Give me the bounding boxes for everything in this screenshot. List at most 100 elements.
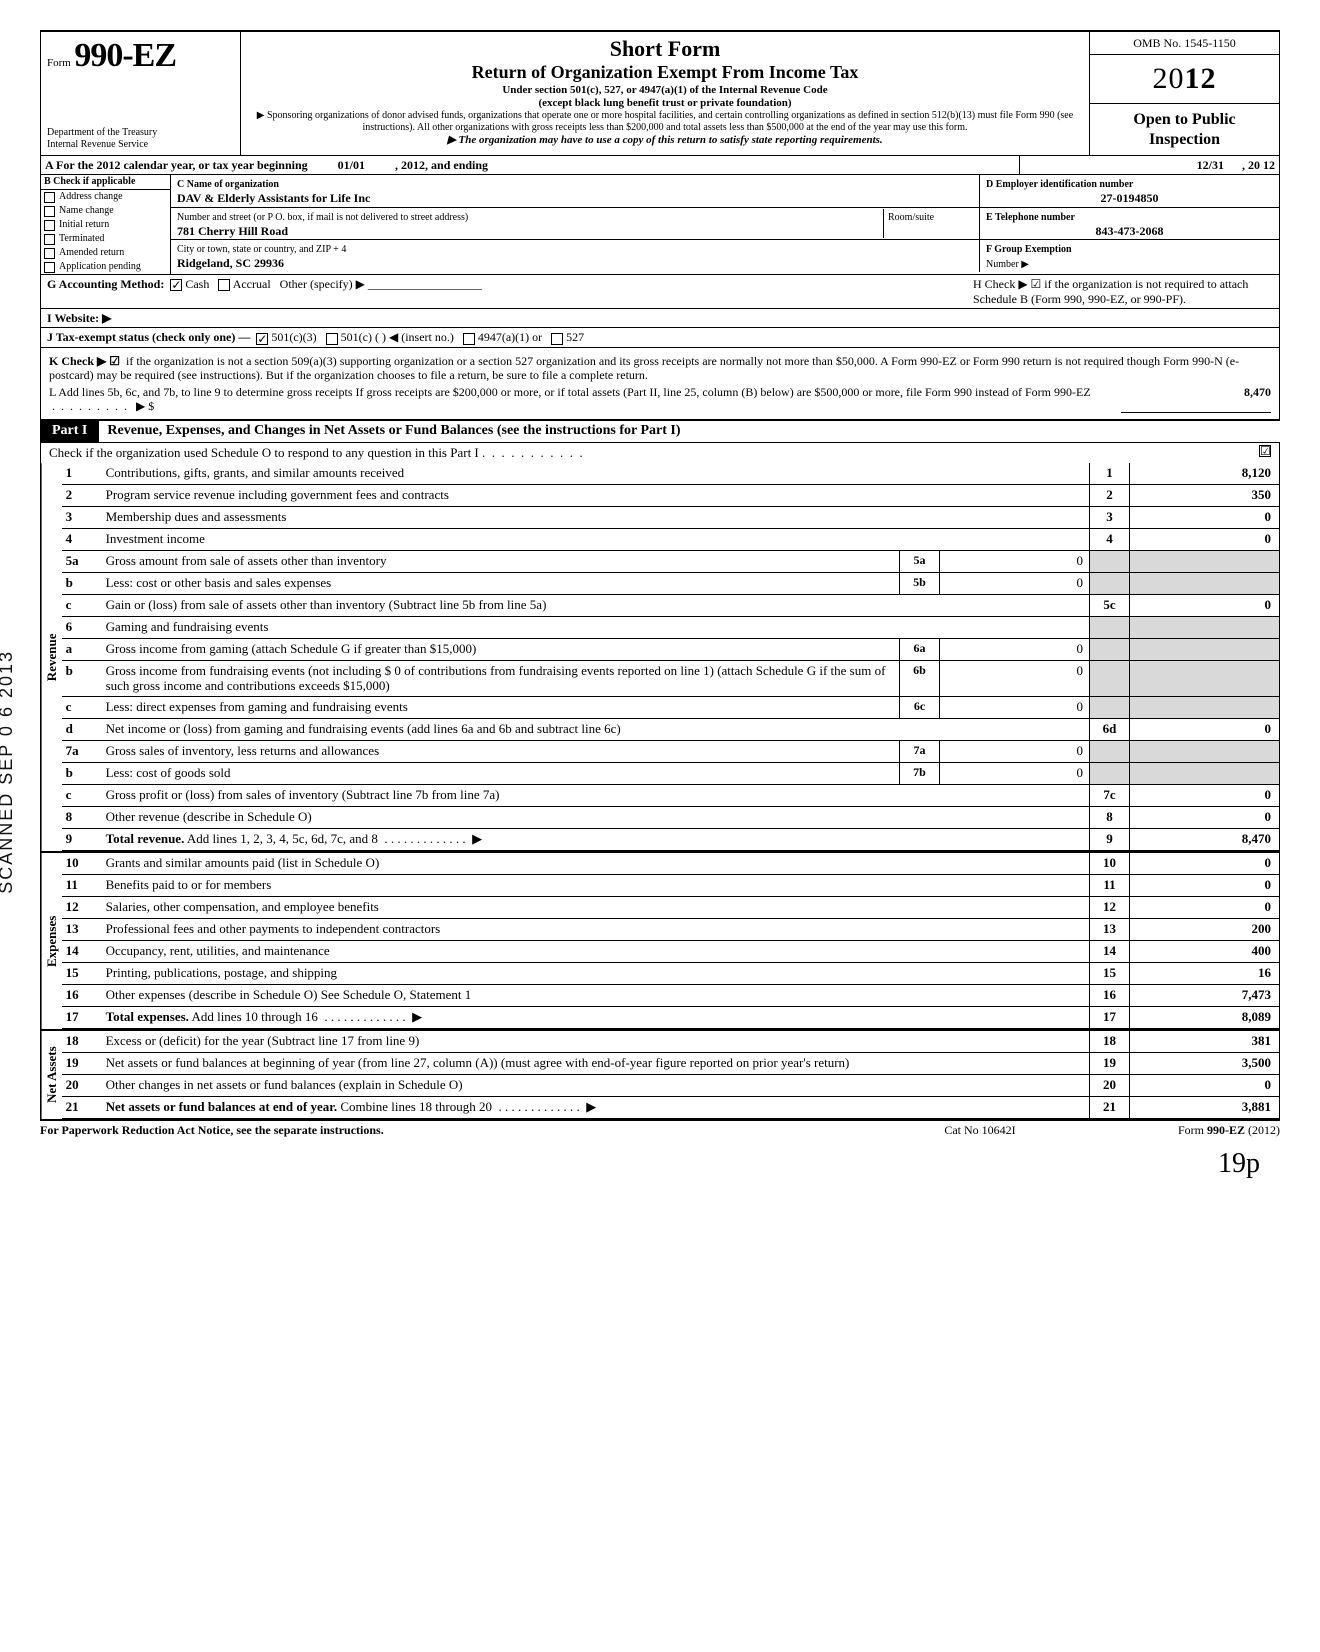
section-label: Expenses	[41, 853, 62, 1029]
phone-value: 843-473-2068	[986, 224, 1273, 238]
line-a-end: 12/31	[1197, 158, 1224, 172]
line-result-number: 8	[1089, 807, 1129, 828]
line-result-number: 12	[1089, 897, 1129, 918]
line-number: c	[62, 785, 102, 806]
section-b-header: B Check if applicable	[41, 175, 170, 190]
line-description: Net income or (loss) from gaming and fun…	[102, 719, 1089, 740]
line-number: 7a	[62, 741, 102, 762]
line-item-row: 3Membership dues and assessments30	[62, 507, 1279, 529]
line-item-row: bGross income from fundraising events (n…	[62, 661, 1279, 697]
line-l-text: L Add lines 5b, 6c, and 7b, to line 9 to…	[49, 385, 1091, 399]
line-number: 5a	[62, 551, 102, 572]
line-result-number: 9	[1089, 829, 1129, 850]
line-h: H Check ▶ ☑ if the organization is not r…	[973, 277, 1273, 306]
line-description: Gross sales of inventory, less returns a…	[102, 741, 899, 762]
subtitle-state: ▶ The organization may have to use a cop…	[247, 134, 1083, 147]
line-description: Gross amount from sale of assets other t…	[102, 551, 899, 572]
line-result-number: 15	[1089, 963, 1129, 984]
ein-value: 27-0194850	[986, 191, 1273, 205]
subtitle-code: Under section 501(c), 527, or 4947(a)(1)…	[247, 84, 1083, 97]
line-l-arrow: ▶ $	[136, 399, 154, 413]
line-description: Salaries, other compensation, and employ…	[102, 897, 1089, 918]
subline-number: 7b	[899, 763, 939, 784]
line-number: 3	[62, 507, 102, 528]
line-description: Membership dues and assessments	[102, 507, 1089, 528]
subline-value: 0	[939, 741, 1089, 762]
part-1-title: Revenue, Expenses, and Changes in Net As…	[99, 421, 1280, 442]
label-ein: D Employer identification number	[986, 179, 1133, 190]
schedule-o-checkline: Check if the organization used Schedule …	[49, 445, 479, 460]
checkbox-4947[interactable]	[463, 333, 475, 345]
line-number: 2	[62, 485, 102, 506]
checkbox-527[interactable]	[551, 333, 563, 345]
shaded-cell	[1129, 551, 1279, 572]
label-accrual: Accrual	[233, 277, 271, 291]
line-number: b	[62, 763, 102, 784]
line-number: 9	[62, 829, 102, 850]
checkbox-accrual[interactable]	[218, 279, 230, 291]
line-item-row: bLess: cost or other basis and sales exp…	[62, 573, 1279, 595]
line-item-row: 1Contributions, gifts, grants, and simil…	[62, 463, 1279, 485]
line-number: 13	[62, 919, 102, 940]
checkbox-cash[interactable]: ✓	[170, 279, 182, 291]
line-item-row: cLess: direct expenses from gaming and f…	[62, 697, 1279, 719]
checkbox-501c3[interactable]: ✓	[256, 333, 268, 345]
line-g: G Accounting Method: ✓ Cash Accrual Othe…	[40, 275, 1280, 309]
line-result-number: 14	[1089, 941, 1129, 962]
line-description: Investment income	[102, 529, 1089, 550]
line-item-row: 2Program service revenue including gover…	[62, 485, 1279, 507]
line-number: 12	[62, 897, 102, 918]
line-result-number: 3	[1089, 507, 1129, 528]
line-result-value: 381	[1129, 1031, 1279, 1052]
part-1-scho-check: Check if the organization used Schedule …	[40, 442, 1280, 463]
line-description: Program service revenue including govern…	[102, 485, 1089, 506]
line-i: I Website: ▶	[40, 309, 1280, 328]
line-result-number: 2	[1089, 485, 1129, 506]
line-number: 15	[62, 963, 102, 984]
line-description: Gain or (loss) from sale of assets other…	[102, 595, 1089, 616]
section-label: Revenue	[41, 463, 62, 851]
label-org-name: C Name of organization	[177, 179, 279, 190]
line-item-row: 5aGross amount from sale of assets other…	[62, 551, 1279, 573]
line-item-row: 16Other expenses (describe in Schedule O…	[62, 985, 1279, 1007]
line-item-row: 4Investment income40	[62, 529, 1279, 551]
checkbox-amended[interactable]	[44, 248, 55, 259]
checkbox-schedule-o[interactable]: ☑	[1259, 445, 1271, 457]
label-group-exempt: F Group Exemption	[986, 244, 1072, 255]
checkbox-501c[interactable]	[326, 333, 338, 345]
subline-value: 0	[939, 697, 1089, 718]
line-item-row: 18Excess or (deficit) for the year (Subt…	[62, 1031, 1279, 1053]
line-number: 21	[62, 1097, 102, 1118]
line-item-row: 21Net assets or fund balances at end of …	[62, 1097, 1279, 1119]
scanned-date-stamp: SCANNED SEP 0 6 2013	[0, 650, 18, 894]
subline-value: 0	[939, 639, 1089, 660]
line-number: 18	[62, 1031, 102, 1052]
line-item-row: 8Other revenue (describe in Schedule O)8…	[62, 807, 1279, 829]
line-number: 6	[62, 617, 102, 638]
footer-form: Form 990-EZ (2012)	[1178, 1123, 1280, 1137]
line-description: Professional fees and other payments to …	[102, 919, 1089, 940]
line-result-value: 0	[1129, 595, 1279, 616]
line-description: Contributions, gifts, grants, and simila…	[102, 463, 1089, 484]
org-name: DAV & Elderly Assistants for Life Inc	[177, 191, 370, 205]
line-item-row: 20Other changes in net assets or fund ba…	[62, 1075, 1279, 1097]
checkbox-application-pending[interactable]	[44, 262, 55, 273]
line-description: Other expenses (describe in Schedule O) …	[102, 985, 1089, 1006]
line-k-text: if the organization is not a section 509…	[49, 354, 1239, 382]
checkbox-address-change[interactable]	[44, 192, 55, 203]
label-527: 527	[566, 330, 584, 344]
line-l-value: 8,470	[1121, 385, 1271, 414]
checkbox-terminated[interactable]	[44, 234, 55, 245]
line-item-row: cGross profit or (loss) from sales of in…	[62, 785, 1279, 807]
label-amended: Amended return	[59, 247, 124, 259]
line-description: Printing, publications, postage, and shi…	[102, 963, 1089, 984]
label-website: I Website: ▶	[47, 311, 111, 325]
checkbox-name-change[interactable]	[44, 206, 55, 217]
line-description: Less: cost of goods sold	[102, 763, 899, 784]
line-result-value: 16	[1129, 963, 1279, 984]
line-item-row: 11Benefits paid to or for members110	[62, 875, 1279, 897]
checkbox-initial-return[interactable]	[44, 220, 55, 231]
line-number: b	[62, 573, 102, 594]
section-label: Net Assets	[41, 1031, 62, 1119]
line-result-value: 0	[1129, 719, 1279, 740]
